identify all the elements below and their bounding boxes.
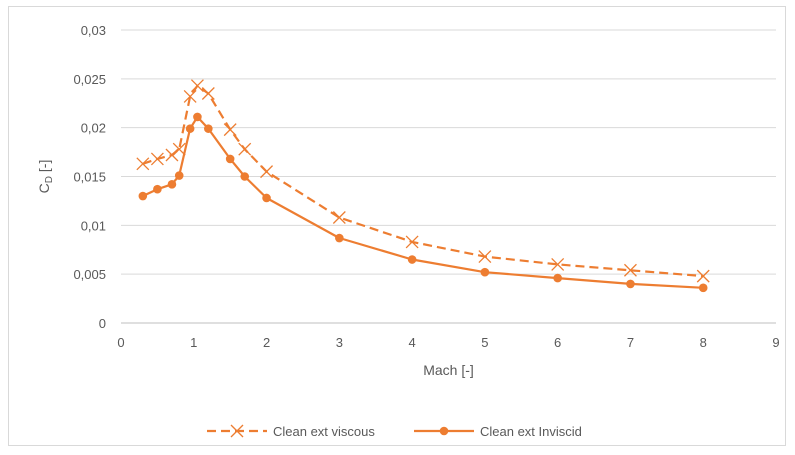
y-tick-label: 0,015 bbox=[73, 170, 106, 185]
data-point-viscous bbox=[478, 250, 492, 264]
x-tick-label: 0 bbox=[117, 335, 124, 350]
x-tick-label: 3 bbox=[336, 335, 343, 350]
marker-stroke bbox=[183, 89, 197, 103]
data-point-viscous bbox=[150, 152, 164, 166]
data-point-inviscid bbox=[193, 112, 202, 122]
y-tick-label: 0,02 bbox=[81, 121, 106, 136]
marker-stroke bbox=[136, 157, 150, 171]
data-point-inviscid bbox=[240, 172, 250, 181]
data-point-viscous bbox=[260, 165, 274, 179]
data-point-viscous bbox=[623, 263, 637, 277]
data-point-viscous bbox=[190, 79, 204, 93]
marker-stroke bbox=[165, 148, 179, 162]
data-point-inviscid bbox=[553, 273, 562, 283]
marker-stroke bbox=[223, 123, 237, 137]
data-point-viscous bbox=[223, 123, 237, 137]
y-tick-label: 0 bbox=[99, 316, 106, 331]
data-point-viscous bbox=[136, 157, 150, 171]
data-point-inviscid bbox=[480, 267, 490, 277]
x-tick-label: 4 bbox=[408, 335, 415, 350]
data-point-viscous bbox=[551, 257, 565, 271]
legend-marker bbox=[230, 424, 244, 438]
data-point-viscous bbox=[165, 148, 179, 162]
marker-stroke bbox=[696, 269, 710, 283]
data-point-inviscid bbox=[204, 124, 213, 133]
y-axis-title-main: C bbox=[36, 183, 52, 193]
x-axis-title: Mach [-] bbox=[423, 362, 474, 378]
marker-stroke bbox=[478, 250, 492, 264]
data-point-viscous bbox=[201, 87, 215, 100]
legend-item-viscous: Clean ext viscous bbox=[207, 424, 375, 439]
data-point-viscous bbox=[238, 142, 252, 156]
chart-svg: 0 0,005 0,01 0,015 0,02 0,025 0,03 0 1 2 3 4 5 6 7 8 9 M… bbox=[36, 23, 780, 439]
x-tick-label: 2 bbox=[263, 335, 270, 350]
series-layer bbox=[136, 79, 710, 293]
marker-stroke bbox=[260, 165, 274, 179]
y-tick-label: 0,005 bbox=[73, 267, 106, 282]
legend-label: Clean ext viscous bbox=[273, 424, 375, 439]
data-point-inviscid bbox=[174, 171, 184, 180]
grid-layer bbox=[121, 29, 776, 275]
series-line-viscous bbox=[142, 84, 704, 278]
data-point-inviscid bbox=[626, 279, 635, 289]
y-tick-label: 0,01 bbox=[81, 218, 106, 233]
data-point-viscous bbox=[405, 235, 419, 249]
marker-stroke bbox=[238, 142, 252, 156]
y-axis-title: CD [-] bbox=[36, 160, 55, 194]
data-point-inviscid bbox=[153, 184, 162, 194]
chart-frame: 0 0,005 0,01 0,015 0,02 0,025 0,03 0 1 2 3 4 5 6 7 8 9 M… bbox=[8, 6, 786, 446]
data-point-inviscid bbox=[225, 154, 235, 164]
marker-stroke bbox=[201, 87, 215, 100]
data-point-viscous bbox=[183, 89, 197, 103]
x-tick-label: 9 bbox=[772, 335, 779, 350]
data-point-inviscid bbox=[262, 193, 271, 203]
x-tick-label: 6 bbox=[554, 335, 561, 350]
x-tick-label: 1 bbox=[190, 335, 197, 350]
data-point-inviscid bbox=[167, 180, 177, 189]
x-tick-label: 7 bbox=[627, 335, 634, 350]
marker-stroke bbox=[150, 152, 164, 166]
marker-stroke bbox=[405, 235, 419, 249]
data-point-viscous bbox=[696, 269, 710, 283]
marker-stroke bbox=[230, 424, 244, 438]
marker-stroke bbox=[332, 211, 346, 224]
marker-stroke bbox=[551, 257, 565, 271]
data-point-inviscid bbox=[335, 233, 344, 243]
data-point-viscous bbox=[332, 211, 346, 224]
marker-stroke bbox=[190, 79, 204, 93]
legend-label: Clean ext Inviscid bbox=[480, 424, 582, 439]
y-axis-title-suffix: [-] bbox=[36, 160, 52, 176]
x-tick-label: 5 bbox=[481, 335, 488, 350]
marker-stroke bbox=[172, 142, 186, 156]
label-layer: Mach [-] CD [-] bbox=[36, 160, 474, 378]
marker-stroke bbox=[623, 263, 637, 277]
data-point-inviscid bbox=[185, 124, 195, 133]
legend-marker bbox=[439, 426, 449, 436]
y-tick-label: 0,03 bbox=[81, 23, 106, 38]
data-point-inviscid bbox=[698, 283, 708, 293]
series-line-inviscid bbox=[142, 115, 704, 289]
y-tick-label: 0,025 bbox=[73, 72, 106, 87]
legend-item-inviscid: Clean ext Inviscid bbox=[414, 424, 582, 439]
data-point-inviscid bbox=[138, 191, 148, 201]
data-point-viscous bbox=[172, 142, 186, 156]
x-tick-label: 8 bbox=[700, 335, 707, 350]
axis-layer: 0 0,005 0,01 0,015 0,02 0,025 0,03 0 1 2 3 4 5 6 7 8 9 bbox=[73, 23, 779, 350]
y-axis-title-subscript: D bbox=[44, 176, 55, 183]
legend: Clean ext viscous Clean ext Inviscid bbox=[207, 424, 582, 439]
data-point-inviscid bbox=[407, 255, 417, 264]
